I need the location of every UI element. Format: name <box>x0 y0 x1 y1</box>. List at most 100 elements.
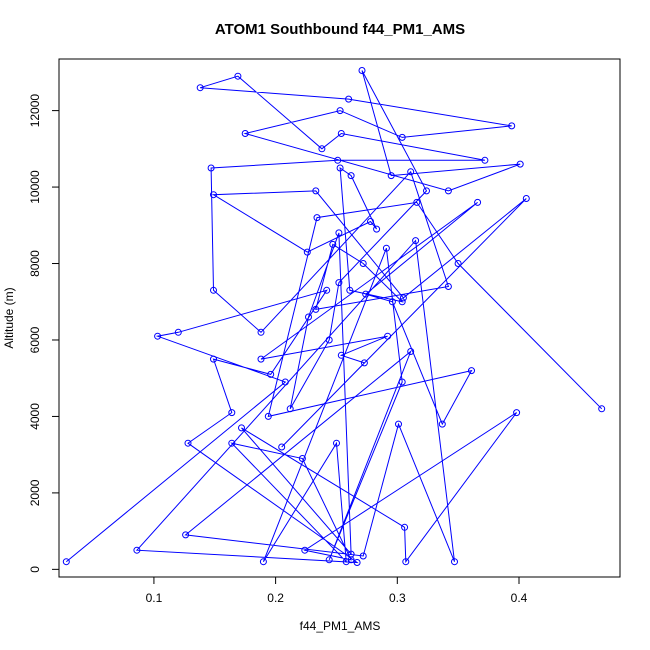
data-point <box>451 558 458 566</box>
data-point <box>413 198 421 206</box>
data-point <box>228 409 236 417</box>
data-point <box>234 72 242 80</box>
data-point <box>325 556 333 564</box>
data-point <box>210 191 217 199</box>
data-point <box>323 286 331 294</box>
data-point <box>388 298 396 306</box>
y-tick-label: 2000 <box>28 479 42 506</box>
data-point <box>337 351 345 359</box>
data-point <box>182 531 190 539</box>
data-point <box>333 439 340 447</box>
data-point <box>358 67 366 74</box>
data-point <box>259 558 267 566</box>
data-point <box>257 355 265 363</box>
data-point <box>353 559 361 566</box>
data-point <box>359 260 367 267</box>
y-axis-label: Altitude (m) <box>2 287 16 348</box>
data-point <box>598 405 606 413</box>
plot-frame <box>58 58 621 578</box>
data-point <box>336 107 344 115</box>
data-point <box>373 225 381 233</box>
plot-area <box>58 58 621 578</box>
data-point <box>407 348 415 355</box>
data-point <box>423 187 430 195</box>
data-point <box>329 240 337 248</box>
data-point <box>241 130 249 137</box>
data-point <box>513 409 521 417</box>
data-point <box>62 558 70 566</box>
data-point <box>238 424 245 432</box>
data-point <box>318 145 326 153</box>
data-point <box>335 229 343 237</box>
data-point <box>346 286 354 294</box>
data-point <box>196 84 204 92</box>
data-point <box>362 290 370 298</box>
data-point <box>438 420 446 428</box>
data-point <box>359 552 367 560</box>
data-point <box>278 443 286 451</box>
data-point <box>345 95 353 103</box>
series-layer <box>62 67 606 566</box>
data-point <box>313 214 321 222</box>
data-point <box>264 412 272 420</box>
data-point <box>184 439 192 447</box>
y-axis: 0 2000 4000 6000 8000 10000 12000 <box>28 94 60 573</box>
data-point <box>286 405 294 413</box>
data-point <box>228 439 236 447</box>
y-tick-label: 6000 <box>28 326 42 353</box>
data-point <box>336 164 344 172</box>
data-point <box>303 248 311 256</box>
data-point <box>384 332 392 340</box>
data-point <box>337 130 345 137</box>
data-point <box>360 359 368 367</box>
data-point <box>382 244 390 252</box>
y-tick-label: 4000 <box>28 403 42 430</box>
y-tick-label: 8000 <box>28 250 42 277</box>
y-tick-label: 10000 <box>28 170 42 204</box>
data-point <box>444 187 452 195</box>
data-point <box>398 298 406 306</box>
series-line <box>65 70 603 564</box>
data-point <box>402 558 410 566</box>
data-point <box>305 313 312 321</box>
data-point <box>387 172 395 180</box>
data-point <box>267 370 275 378</box>
data-point <box>312 305 320 313</box>
data-point <box>210 286 217 294</box>
data-point <box>401 523 409 531</box>
data-point <box>474 198 482 206</box>
data-point <box>481 156 489 164</box>
x-axis: 0.1 0.2 0.3 0.4 <box>146 576 528 605</box>
data-point <box>444 283 452 290</box>
x-tick-label: 0.4 <box>511 591 528 605</box>
data-point <box>398 378 406 386</box>
y-tick-label: 0 <box>28 566 42 573</box>
data-point <box>395 420 402 428</box>
data-point <box>301 546 309 554</box>
data-point <box>210 355 217 363</box>
y-tick-label: 12000 <box>28 94 42 128</box>
x-tick-label: 0.3 <box>389 591 406 605</box>
x-tick-label: 0.2 <box>267 591 284 605</box>
data-point <box>347 172 355 180</box>
data-point <box>407 168 415 176</box>
data-point <box>454 260 462 267</box>
data-point <box>207 164 215 172</box>
data-point <box>133 546 141 554</box>
data-point <box>257 328 265 336</box>
data-point <box>399 294 407 302</box>
data-point <box>281 378 289 386</box>
data-point <box>298 455 306 462</box>
data-point <box>334 156 342 164</box>
data-point <box>347 550 355 558</box>
data-point <box>412 237 420 245</box>
data-point <box>468 367 475 375</box>
data-point <box>174 328 182 336</box>
data-point <box>335 279 343 287</box>
data-point <box>522 195 530 202</box>
x-tick-label: 0.1 <box>146 591 163 605</box>
data-point <box>398 133 406 141</box>
data-point <box>312 187 320 195</box>
data-point <box>508 122 516 130</box>
